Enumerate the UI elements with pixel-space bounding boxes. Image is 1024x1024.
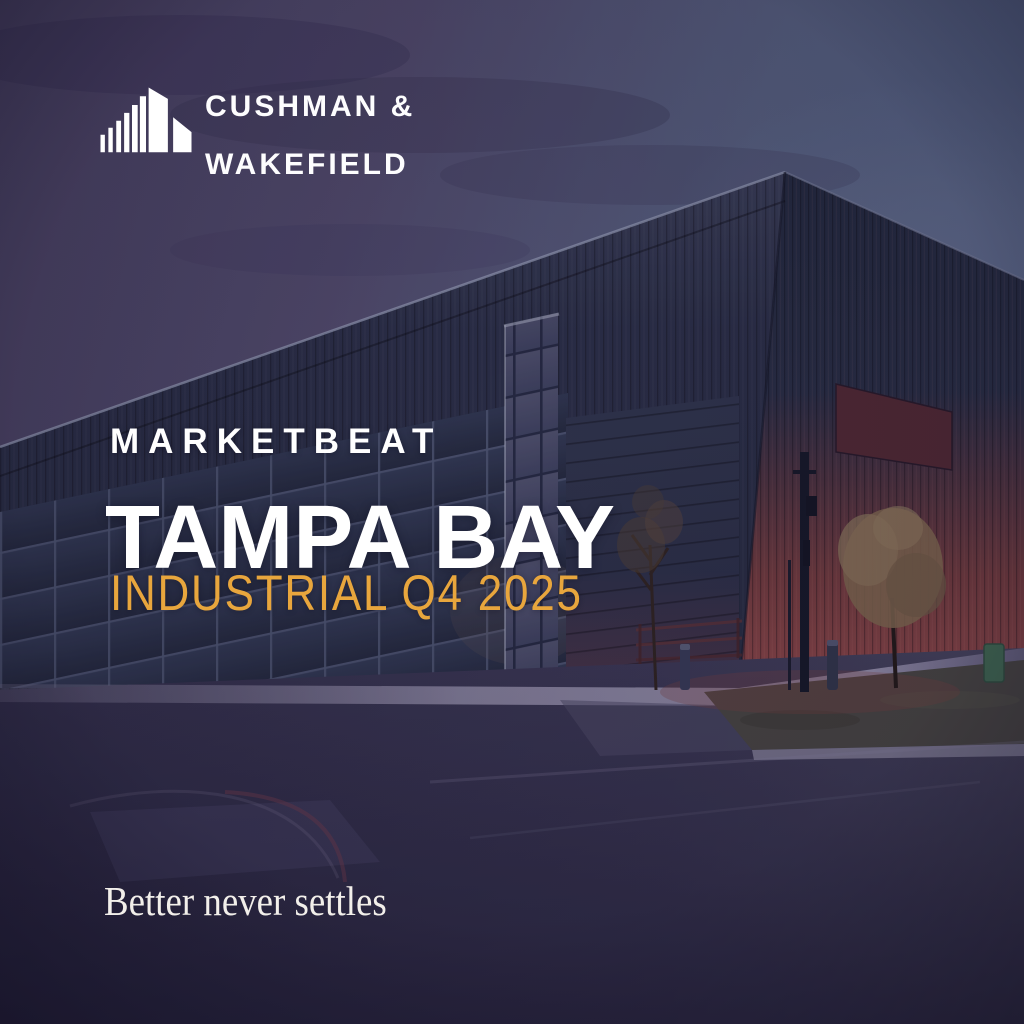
- brand-name: CUSHMAN & WAKEFIELD: [205, 90, 416, 181]
- page-title: TAMPA BAY: [105, 488, 616, 588]
- cushman-wakefield-logo-icon: [100, 87, 192, 153]
- brand-logo: CUSHMAN & WAKEFIELD: [100, 84, 416, 181]
- brand-name-line1: CUSHMAN &: [205, 90, 416, 123]
- brand-tagline: Better never settles: [104, 878, 387, 924]
- report-subtitle: INDUSTRIAL Q4 2025: [110, 565, 583, 621]
- report-series-label: MARKETBEAT: [110, 422, 443, 461]
- brand-name-line2: WAKEFIELD: [205, 148, 409, 181]
